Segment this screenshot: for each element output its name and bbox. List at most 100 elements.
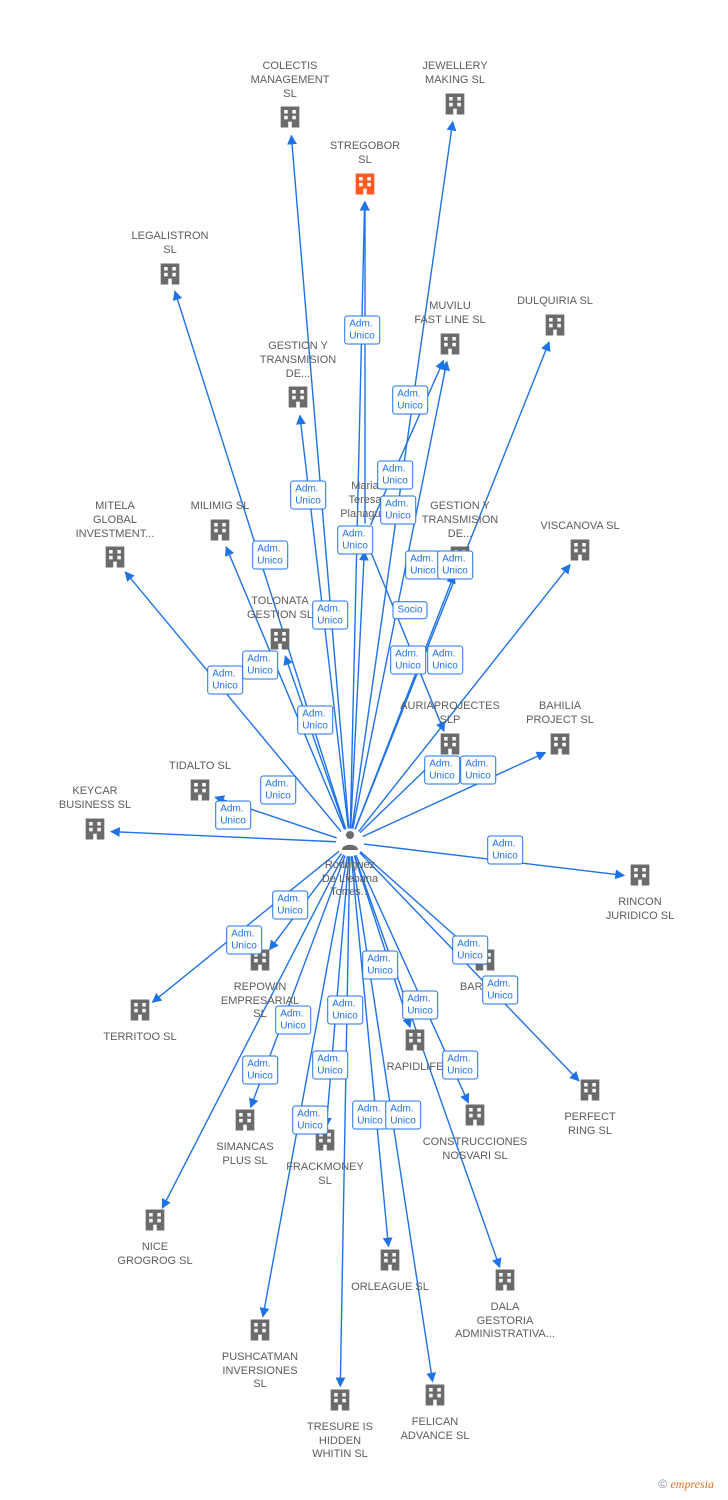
company-node-dulquiria[interactable]: DULQUIRIA SL (495, 295, 615, 344)
edge-label: Adm. Unico (290, 481, 326, 510)
edge-label: Adm. Unico (385, 1101, 421, 1130)
node-label: MITELA GLOBAL INVESTMENT... (55, 500, 175, 541)
node-label: ORLEAGUE SL (330, 1281, 450, 1295)
node-label: JEWELLERY MAKING SL (395, 60, 515, 88)
edge-label: Adm. Unico (442, 1051, 478, 1080)
company-node-orleague[interactable]: ORLEAGUE SL (330, 1246, 450, 1295)
company-node-perfect[interactable]: PERFECT RING SL (530, 1076, 650, 1138)
company-node-pushcatman[interactable]: PUSHCATMAN INVERSIONES SL (200, 1316, 320, 1392)
building-icon (276, 103, 304, 136)
company-node-bahilia[interactable]: BAHILIA PROJECT SL (500, 700, 620, 762)
edge-label: Adm. Unico (392, 386, 428, 415)
company-node-legalistron[interactable]: LEGALISTRON SL (110, 230, 230, 292)
node-label: BAHILIA PROJECT SL (500, 700, 620, 728)
edge-label: Adm. Unico (215, 801, 251, 830)
company-node-viscanova[interactable]: VISCANOVA SL (520, 520, 640, 569)
edge-label: Adm. Unico (380, 496, 416, 525)
building-icon (461, 1101, 489, 1134)
edge-label: Adm. Unico (242, 651, 278, 680)
edge-label: Adm. Unico (252, 541, 288, 570)
company-node-auria[interactable]: AURIAPROJECTES SLP (390, 700, 510, 762)
company-node-mitela[interactable]: MITELA GLOBAL INVESTMENT... (55, 500, 175, 576)
building-icon (156, 260, 184, 293)
node-label: VISCANOVA SL (520, 520, 640, 534)
node-label: MILIMIG SL (160, 500, 280, 514)
node-label: DALA GESTORIA ADMINISTRATIVA... (445, 1301, 565, 1342)
node-label: DULQUIRIA SL (495, 295, 615, 309)
edge-label: Adm. Unico (242, 1056, 278, 1085)
edge-label: Adm. Unico (292, 1106, 328, 1135)
node-label: TIDALTO SL (140, 760, 260, 774)
node-label: STREGOBOR SL (305, 140, 425, 168)
edge-label: Adm. Unico (452, 936, 488, 965)
node-label: GESTION Y TRANSMISION DE... (238, 340, 358, 381)
node-label: KEYCAR BUSINESS SL (35, 785, 155, 813)
edge-label: Adm. Unico (344, 316, 380, 345)
edge-label: Adm. Unico (437, 551, 473, 580)
edge-label: Adm. Unico (207, 666, 243, 695)
edge-label: Adm. Unico (362, 951, 398, 980)
company-node-gestion1[interactable]: GESTION Y TRANSMISION DE... (238, 340, 358, 416)
company-node-muvilu[interactable]: MUVILU FAST LINE SL (390, 300, 510, 362)
edge-label: Adm. Unico (402, 991, 438, 1020)
edge-label: Adm. Unico (272, 891, 308, 920)
edge-label: Adm. Unico (327, 996, 363, 1025)
building-icon (101, 543, 129, 576)
edge-label: Adm. Unico (312, 601, 348, 630)
building-icon (626, 861, 654, 894)
company-node-nosvari[interactable]: CONSTRUCCIONES NOSVARI SL (415, 1101, 535, 1163)
edge-label: Adm. Unico (482, 976, 518, 1005)
building-icon (141, 1206, 169, 1239)
company-node-jewellery[interactable]: JEWELLERY MAKING SL (395, 60, 515, 122)
edge (359, 565, 570, 832)
node-label: CONSTRUCCIONES NOSVARI SL (415, 1136, 535, 1164)
edge-label: Adm. Unico (352, 1101, 388, 1130)
building-icon (576, 1076, 604, 1109)
node-label: FRACKMONEY SL (265, 1161, 385, 1189)
building-icon (326, 1386, 354, 1419)
credit: © empresia (658, 1477, 714, 1492)
edge-label: Adm. Unico (312, 1051, 348, 1080)
edge-label: Adm. Unico (377, 461, 413, 490)
building-icon (491, 1266, 519, 1299)
person-node-rodriguez[interactable]: Rodriguez De Liebana Torres... (290, 828, 410, 900)
copyright-symbol: © (658, 1477, 667, 1491)
node-label: RINCON JURIDICO SL (580, 896, 700, 924)
company-node-rincon[interactable]: RINCON JURIDICO SL (580, 861, 700, 923)
edge-label: Adm. Unico (460, 756, 496, 785)
building-icon (421, 1381, 449, 1414)
edge-label: Adm. Unico (226, 926, 262, 955)
building-icon (246, 1316, 274, 1349)
node-label: LEGALISTRON SL (110, 230, 230, 258)
building-icon (186, 776, 214, 809)
company-node-dala[interactable]: DALA GESTORIA ADMINISTRATIVA... (445, 1266, 565, 1342)
building-icon (351, 170, 379, 203)
node-label: MUVILU FAST LINE SL (390, 300, 510, 328)
node-label: FELICAN ADVANCE SL (375, 1416, 495, 1444)
edge-label: Adm. Unico (487, 836, 523, 865)
edge-label: Adm. Unico (297, 706, 333, 735)
node-label: Rodriguez De Liebana Torres... (290, 859, 410, 900)
edge-label: Socio (392, 601, 427, 619)
company-node-territoo[interactable]: TERRITOO SL (80, 996, 200, 1045)
company-node-stregobor[interactable]: STREGOBOR SL (305, 140, 425, 202)
building-icon (81, 815, 109, 848)
building-icon (231, 1106, 259, 1139)
edge-label: Adm. Unico (390, 646, 426, 675)
company-node-nice[interactable]: NICE GROGROG SL (95, 1206, 215, 1268)
building-icon (206, 516, 234, 549)
company-node-colectis[interactable]: COLECTIS MANAGEMENT SL (230, 60, 350, 136)
company-node-felican[interactable]: FELICAN ADVANCE SL (375, 1381, 495, 1443)
edge-label: Adm. Unico (337, 526, 373, 555)
building-icon (436, 330, 464, 363)
edge-label: Adm. Unico (275, 1006, 311, 1035)
edge-label: Adm. Unico (424, 756, 460, 785)
brand-name: empresia (670, 1477, 714, 1491)
building-icon (541, 311, 569, 344)
company-node-keycar[interactable]: KEYCAR BUSINESS SL (35, 785, 155, 847)
building-icon (441, 90, 469, 123)
node-label: TERRITOO SL (80, 1031, 200, 1045)
building-icon (376, 1246, 404, 1279)
company-node-frackmoney[interactable]: FRACKMONEY SL (265, 1126, 385, 1188)
edge-label: Adm. Unico (405, 551, 441, 580)
